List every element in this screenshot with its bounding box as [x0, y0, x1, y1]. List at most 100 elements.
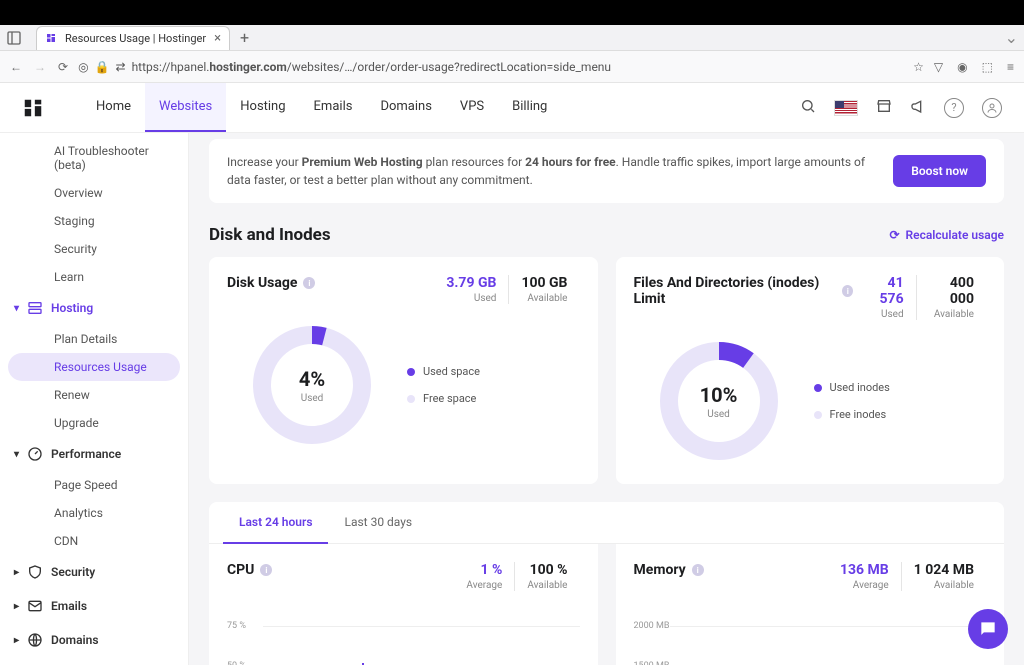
chevron-icon: ▸ — [14, 635, 19, 646]
tabs-overflow-icon[interactable]: ⌄ — [1005, 28, 1018, 47]
browser-tab-strip: Resources Usage | Hostinger × + ⌄ — [0, 25, 1024, 51]
y-axis-label: 2000 MB — [634, 621, 670, 631]
cpu-available-value: 100 % — [527, 562, 567, 578]
sidebar-item[interactable]: Page Speed — [0, 471, 188, 499]
search-icon[interactable] — [800, 98, 816, 118]
chat-icon — [978, 619, 998, 639]
disk-donut-chart: 4% Used — [247, 320, 377, 450]
memory-available-value: 1 024 MB — [914, 562, 974, 578]
sidebar-item[interactable]: Learn — [0, 263, 188, 291]
top-nav-items: HomeWebsitesHostingEmailsDomainsVPSBilli… — [82, 83, 561, 132]
memory-chart: 2000 MB 1500 MB — [634, 601, 987, 665]
sidebar-section-header[interactable]: ▸Domains — [0, 623, 188, 657]
megaphone-icon[interactable] — [910, 98, 926, 118]
sidebar-section-header[interactable]: ▸Security — [0, 555, 188, 589]
inodes-card: Files And Directories (inodes) Limit i 4… — [616, 257, 1005, 484]
sidebar-item[interactable]: CDN — [0, 527, 188, 555]
window-blackbar — [0, 0, 1024, 25]
pocket-icon[interactable]: ▽ — [934, 60, 943, 74]
legend-item: Used inodes — [814, 381, 890, 394]
globe-icon — [27, 632, 43, 648]
bookmark-icon[interactable]: ☆ — [913, 60, 924, 74]
flag-icon[interactable] — [834, 100, 858, 116]
sidebar-item[interactable]: AI Troubleshooter (beta) — [0, 137, 188, 179]
profile-icon[interactable] — [982, 98, 1002, 118]
boost-button[interactable]: Boost now — [893, 155, 986, 187]
sidebar-item[interactable]: Staging — [0, 207, 188, 235]
cpu-avg-value: 1 % — [466, 562, 502, 578]
recalculate-link[interactable]: ⟳ Recalculate usage — [889, 228, 1004, 242]
period-tab[interactable]: Last 24 hours — [223, 502, 328, 544]
card-title: Files And Directories (inodes) Limit i — [634, 275, 854, 307]
close-icon[interactable]: × — [214, 31, 221, 46]
legend-item: Free space — [407, 392, 480, 405]
sidebar-item[interactable]: Renew — [0, 381, 188, 409]
info-icon[interactable]: i — [842, 285, 853, 297]
topnav-item-hosting[interactable]: Hosting — [226, 83, 299, 132]
chat-widget[interactable] — [968, 609, 1008, 649]
store-icon[interactable] — [876, 98, 892, 118]
new-tab-button[interactable]: + — [240, 28, 249, 47]
reload-button[interactable]: ⟳ — [58, 60, 68, 74]
extensions-icon[interactable]: ⬚ — [982, 60, 993, 74]
memory-card: Memory i 136 MB Average 1 024 MB Availab… — [616, 544, 1005, 665]
sidebar-item[interactable]: Overview — [0, 179, 188, 207]
forward-button[interactable]: → — [34, 60, 46, 74]
shield-icon — [27, 564, 43, 580]
info-icon[interactable]: i — [692, 564, 704, 576]
server-icon — [27, 300, 43, 316]
gauge-icon — [27, 446, 43, 462]
chevron-icon: ▸ — [14, 567, 19, 578]
topnav-item-websites[interactable]: Websites — [145, 83, 226, 132]
sidebar-section-header[interactable]: ▸Emails — [0, 589, 188, 623]
sidebar-item[interactable]: Analytics — [0, 499, 188, 527]
mail-icon — [27, 598, 43, 614]
refresh-icon: ⟳ — [889, 228, 899, 242]
topnav-item-home[interactable]: Home — [82, 83, 145, 132]
browser-tab[interactable]: Resources Usage | Hostinger × — [36, 26, 230, 50]
account-icon[interactable]: ◉ — [957, 60, 967, 74]
sidebar-item[interactable]: Resources Usage — [8, 353, 180, 381]
period-tab[interactable]: Last 30 days — [328, 502, 428, 543]
topnav-item-vps[interactable]: VPS — [446, 83, 498, 132]
lock-icon[interactable]: 🔒 — [95, 60, 110, 74]
url-text[interactable]: https://hpanel.hostinger.com/websites/…/… — [132, 60, 611, 74]
card-title: Memory i — [634, 562, 704, 578]
legend-item: Free inodes — [814, 408, 890, 421]
back-button[interactable]: ← — [10, 60, 22, 74]
tab-favicon — [45, 32, 57, 44]
help-icon[interactable]: ? — [944, 98, 964, 118]
disk-usage-card: Disk Usage i 3.79 GB Used 100 GB Availab… — [209, 257, 598, 484]
section-title: Disk and Inodes — [209, 225, 331, 245]
promo-text: Increase your Premium Web Hosting plan r… — [227, 153, 879, 189]
info-icon[interactable]: i — [260, 564, 272, 576]
tune-icon[interactable]: ⇄ — [116, 60, 126, 74]
cpu-chart: 75 %50 % — [227, 601, 580, 665]
info-icon[interactable]: i — [303, 277, 315, 289]
main-content: Increase your Premium Web Hosting plan r… — [189, 133, 1024, 665]
hostinger-logo[interactable] — [22, 97, 44, 119]
y-axis-label: 1500 MB — [634, 661, 670, 665]
sidebar-item[interactable]: Security — [0, 235, 188, 263]
sidebar-toggle-icon[interactable] — [6, 30, 22, 46]
sidebar-item[interactable]: Plan Details — [0, 325, 188, 353]
chevron-icon: ▾ — [14, 449, 19, 460]
cpu-card: CPU i 1 % Average 100 % Available — [209, 544, 598, 665]
topnav-item-domains[interactable]: Domains — [366, 83, 445, 132]
sidebar-item[interactable]: Upgrade — [0, 409, 188, 437]
shield-icon[interactable]: ◎ — [78, 60, 88, 74]
card-title: Disk Usage i — [227, 275, 315, 291]
address-bar: ← → ⟳ ◎ 🔒 ⇄ https://hpanel.hostinger.com… — [0, 51, 1024, 83]
sidebar-section-header[interactable]: ▸Website — [0, 657, 188, 665]
promo-banner: Increase your Premium Web Hosting plan r… — [209, 139, 1004, 203]
sidebar-section-header[interactable]: ▾Performance — [0, 437, 188, 471]
sidebar-section-header[interactable]: ▾Hosting — [0, 291, 188, 325]
menu-icon[interactable]: ≡ — [1007, 60, 1014, 74]
tab-title: Resources Usage | Hostinger — [65, 32, 206, 45]
topnav-item-billing[interactable]: Billing — [498, 83, 561, 132]
sidebar: AI Troubleshooter (beta)OverviewStagingS… — [0, 133, 189, 665]
card-title: CPU i — [227, 562, 272, 578]
legend-item: Used space — [407, 365, 480, 378]
y-axis-label: 75 % — [227, 621, 246, 631]
topnav-item-emails[interactable]: Emails — [300, 83, 367, 132]
